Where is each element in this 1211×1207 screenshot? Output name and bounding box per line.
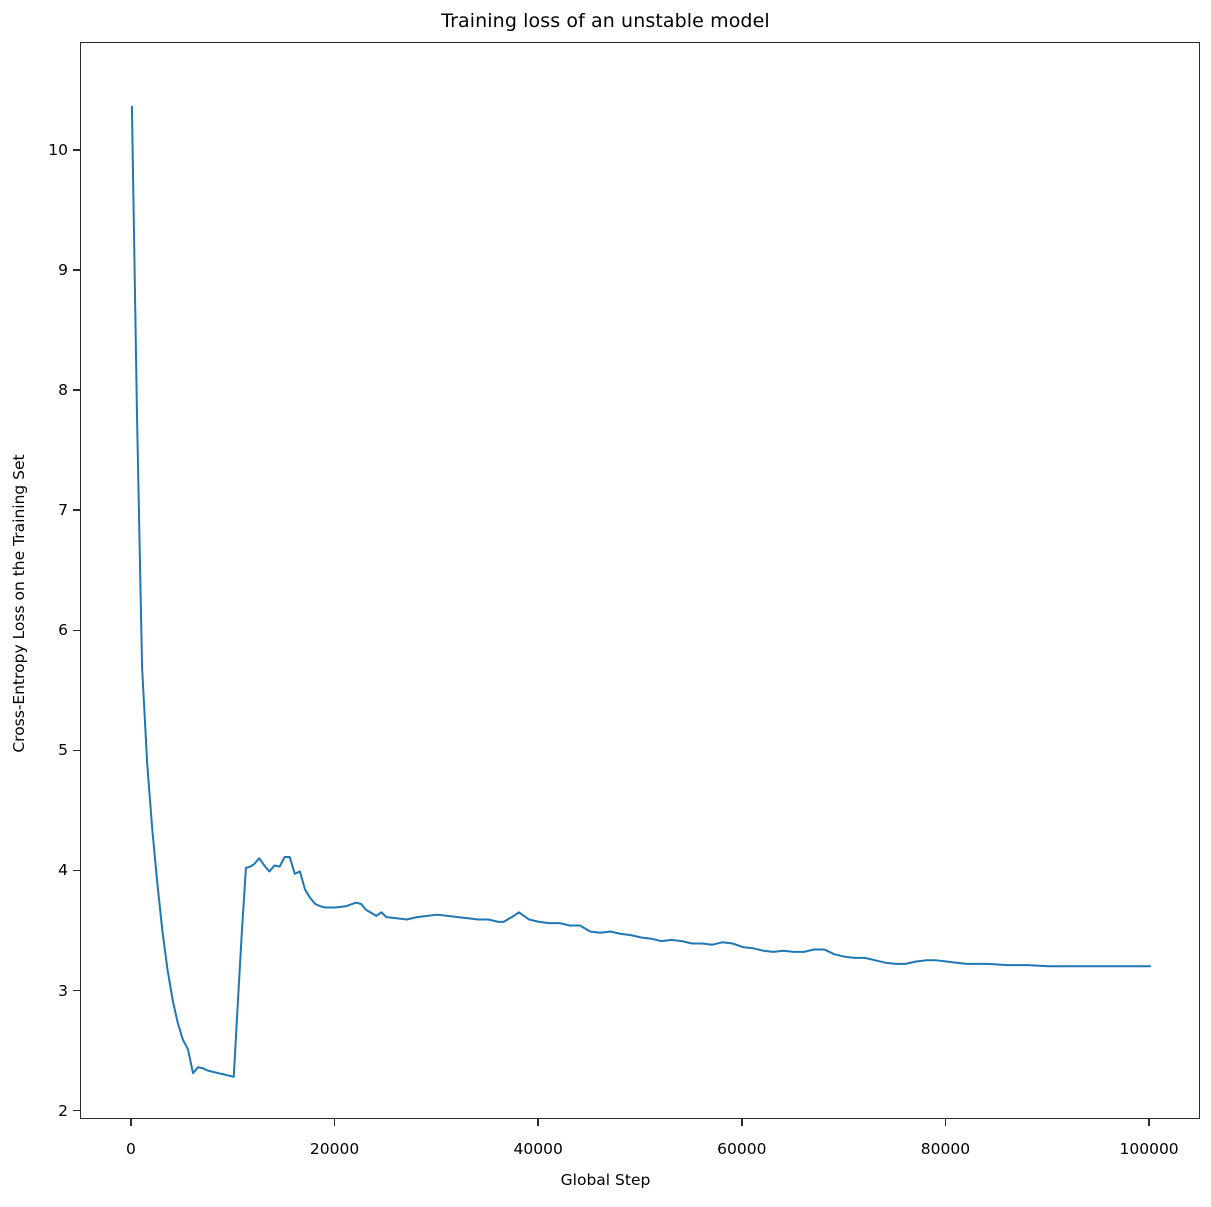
chart-title: Training loss of an unstable model <box>441 10 770 32</box>
x-tick-label: 60000 <box>717 1140 767 1158</box>
y-tick-mark <box>73 629 80 632</box>
y-tick-label: 5 <box>58 741 68 760</box>
y-tick-label: 7 <box>58 501 68 520</box>
x-tick-mark <box>333 1119 336 1126</box>
y-axis-tick-labels: 2 3 4 5 6 7 8 9 10 <box>0 0 68 1207</box>
y-tick-label: 10 <box>48 141 68 160</box>
x-tick-label: 100000 <box>1119 1140 1179 1158</box>
y-tick-label: 8 <box>58 381 68 400</box>
x-tick-mark <box>130 1119 132 1126</box>
y-tick-mark <box>73 749 80 752</box>
x-tick-label: 40000 <box>513 1140 563 1158</box>
train-loss-line <box>130 105 1152 1078</box>
x-tick-mark <box>537 1119 539 1126</box>
x-tick-label: 80000 <box>920 1140 971 1158</box>
x-axis-tick-labels: 0 20000 40000 60000 80000 100000 <box>0 1140 1211 1170</box>
x-tick-mark <box>944 1119 947 1126</box>
y-tick-label: 4 <box>58 861 68 880</box>
y-tick-label: 9 <box>58 261 68 280</box>
y-tick-mark <box>73 1109 80 1112</box>
plot-area <box>80 42 1200 1119</box>
y-tick-label: 2 <box>58 1101 68 1120</box>
x-tick-label: 0 <box>125 1140 136 1158</box>
y-tick-label: 3 <box>58 981 68 1000</box>
y-tick-label: 6 <box>58 621 68 640</box>
y-tick-mark <box>73 509 80 512</box>
y-tick-mark <box>73 869 80 872</box>
y-tick-mark <box>73 989 80 992</box>
x-tick-mark <box>1148 1119 1150 1126</box>
line-series-svg <box>130 105 1152 1078</box>
x-tick-mark <box>741 1119 743 1126</box>
y-tick-mark <box>73 149 80 151</box>
x-tick-label: 20000 <box>309 1140 360 1158</box>
y-tick-mark <box>73 389 80 391</box>
y-tick-mark <box>73 269 80 271</box>
x-axis-label: Global Step <box>560 1171 651 1189</box>
